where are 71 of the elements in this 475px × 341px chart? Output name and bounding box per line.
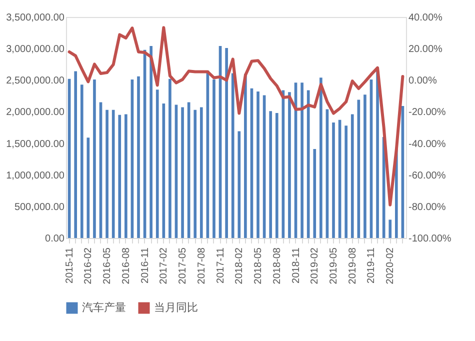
y2-tick-label: -20.00%	[408, 107, 446, 118]
bar	[332, 122, 335, 238]
bar	[74, 71, 78, 238]
legend-label: 当月同比	[154, 301, 198, 314]
x-tick-label: 2019-02	[310, 247, 321, 284]
bar	[269, 111, 272, 238]
x-tick-label: 2015-11	[64, 247, 76, 284]
bar	[118, 114, 122, 238]
bar	[256, 92, 260, 238]
bar	[200, 107, 203, 238]
bar	[212, 80, 216, 238]
bar	[93, 80, 96, 238]
x-tick-label: 2020-02	[385, 247, 396, 284]
y2-tick-label: -60.00%	[408, 170, 446, 182]
x-tick-label: 2018-08	[272, 247, 283, 284]
bar	[364, 94, 366, 238]
y-tick-label: 3,000,000.00	[6, 44, 65, 56]
y-tick-label: 2,000,000.00	[6, 107, 65, 118]
x-tick-label: 2017-05	[178, 247, 189, 284]
y2-tick-label: -100.00%	[408, 234, 452, 244]
bar	[244, 74, 247, 238]
bar	[106, 110, 108, 238]
bar	[80, 84, 84, 238]
bar	[124, 114, 128, 238]
bar	[275, 112, 278, 238]
bar	[181, 107, 184, 238]
x-tick-label: 2019-08	[347, 247, 358, 284]
bar	[156, 90, 159, 238]
line-series	[68, 26, 404, 206]
bar	[225, 48, 228, 238]
y2-tick-label: 0.00%	[408, 76, 437, 87]
bar	[344, 126, 348, 238]
bar	[162, 104, 166, 238]
bar	[150, 46, 152, 238]
x-tick-label: 2016-05	[102, 247, 114, 284]
x-tick-label: 2016-11	[140, 247, 151, 284]
x-tick-label: 2017-11	[215, 247, 226, 284]
bar	[194, 110, 197, 238]
legend-label: 汽车产量	[82, 301, 126, 314]
x-tick-label: 2018-02	[234, 247, 246, 284]
bar	[313, 148, 316, 238]
bar	[168, 78, 172, 238]
bar	[112, 110, 115, 238]
y2-tick-label: 40.00%	[408, 12, 443, 24]
bar	[320, 78, 322, 238]
x-tick-label: 2016-02	[83, 247, 94, 284]
bar	[231, 73, 234, 238]
bar	[388, 220, 392, 238]
y-tick-label: 500,000.00	[14, 202, 65, 213]
y-tick-label: 3,500,000.00	[6, 12, 65, 24]
x-tick-label: 2019-11	[366, 247, 378, 284]
bar	[300, 82, 304, 238]
bar	[357, 100, 360, 238]
y2-tick-label: -40.00%	[408, 138, 446, 150]
y-tick-label: 2,500,000.00	[6, 76, 65, 87]
y-tick-label: 1,000,000.00	[6, 170, 65, 182]
y2-tick-label: 20.00%	[408, 44, 443, 56]
bar	[306, 90, 310, 238]
bar	[137, 76, 140, 238]
x-tick-label: 2017-02	[158, 247, 170, 284]
y-tick-label: 1,500,000.00	[6, 138, 65, 150]
bar	[350, 114, 354, 238]
bar	[238, 131, 241, 238]
x-tick-label: 2019-05	[328, 247, 340, 284]
y-tick-label: 0.00	[45, 234, 65, 244]
y2-tick-label: -80.00%	[408, 202, 446, 213]
x-tick-label: 2016-08	[120, 247, 132, 284]
x-tick-label: 2018-11	[290, 247, 302, 284]
x-tick-label: 2017-08	[196, 247, 208, 284]
x-tick-label: 2018-05	[253, 247, 264, 284]
bar	[288, 92, 291, 238]
